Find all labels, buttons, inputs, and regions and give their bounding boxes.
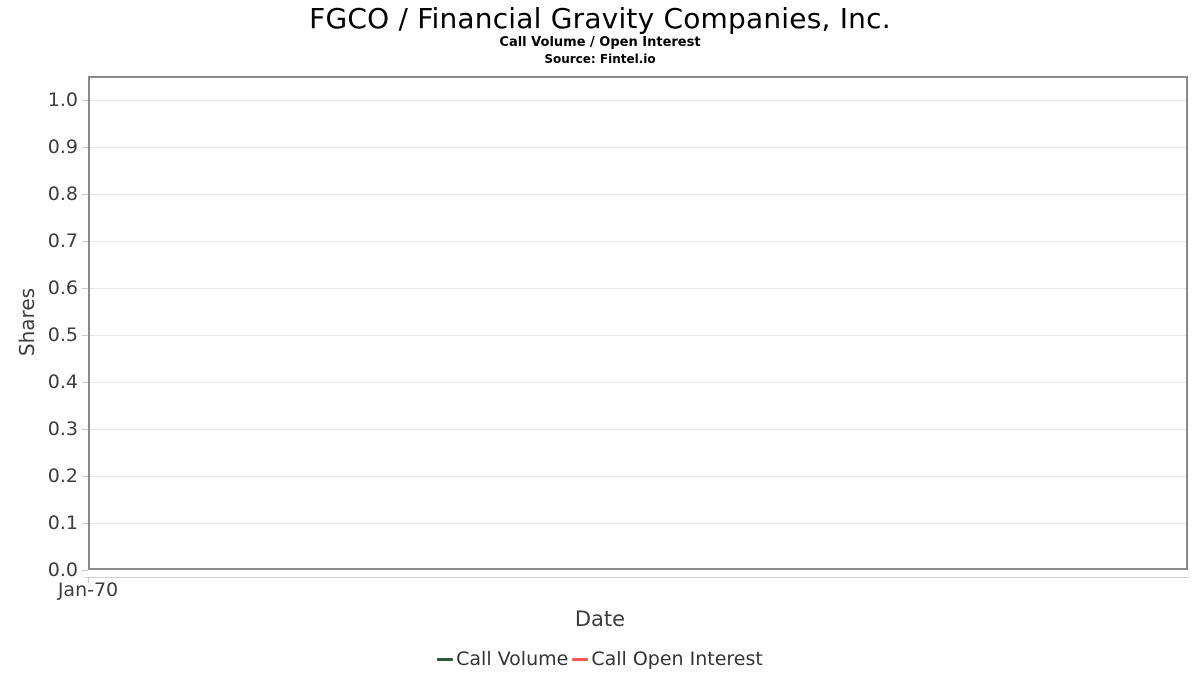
gridline [90, 476, 1186, 477]
y-tick-label: 0.1 [47, 512, 78, 534]
legend: Call Volume Call Open Interest [0, 648, 1200, 670]
y-tick-label: 0.0 [47, 559, 78, 581]
y-tick-label: 0.8 [47, 183, 78, 205]
call-open-interest-line-swatch [572, 657, 589, 661]
chart-subtitle: Call Volume / Open Interest [499, 35, 701, 50]
y-tick-mark [82, 476, 88, 477]
y-tick-label: 0.7 [47, 230, 78, 252]
gridline [90, 382, 1186, 383]
call-volume-line-swatch [437, 657, 454, 661]
y-tick-label: 0.2 [47, 465, 78, 487]
chart-source-credit: Source: Fintel.io [544, 52, 656, 66]
y-tick-label: 0.4 [47, 371, 78, 393]
x-axis-line [85, 577, 1189, 578]
y-tick-label: 0.5 [47, 324, 78, 346]
gridline [90, 335, 1186, 336]
y-tick-mark [82, 382, 88, 383]
y-tick-label: 0.6 [47, 277, 78, 299]
y-tick-label: 0.9 [47, 136, 78, 158]
x-tick-label: Jan-70 [57, 579, 119, 601]
x-tick-mark [88, 577, 89, 583]
gridline [90, 288, 1186, 289]
gridline [90, 147, 1186, 148]
y-tick-label: 0.3 [47, 418, 78, 440]
gridline [90, 100, 1186, 101]
plot-area [88, 76, 1188, 570]
legend-item-call-open-interest[interactable]: Call Open Interest [572, 648, 763, 670]
y-tick-mark [82, 335, 88, 336]
gridline [90, 429, 1186, 430]
y-tick-mark [82, 241, 88, 242]
gridline [90, 523, 1186, 524]
chart-title: FGCO / Financial Gravity Companies, Inc. [309, 2, 891, 35]
x-axis-title: Date [574, 607, 626, 631]
legend-label-call-volume: Call Volume [456, 648, 569, 670]
y-tick-mark [82, 523, 88, 524]
y-tick-mark [82, 147, 88, 148]
y-tick-mark [82, 288, 88, 289]
y-tick-mark [82, 100, 88, 101]
legend-item-call-volume[interactable]: Call Volume [437, 648, 568, 670]
y-tick-mark [82, 194, 88, 195]
gridline [90, 194, 1186, 195]
gridline [90, 241, 1186, 242]
y-tick-label: 1.0 [47, 89, 78, 111]
y-tick-mark [82, 570, 88, 571]
legend-label-call-open-interest: Call Open Interest [591, 648, 763, 670]
y-tick-mark [82, 429, 88, 430]
